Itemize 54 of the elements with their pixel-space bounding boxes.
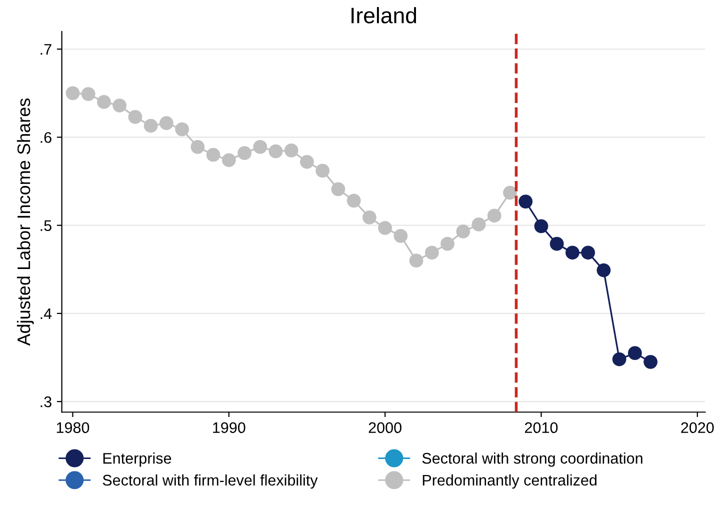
point: [581, 246, 596, 260]
point: [628, 346, 642, 360]
point: [222, 153, 236, 168]
point: [300, 154, 314, 169]
point: [424, 246, 439, 260]
point: [238, 146, 252, 160]
point: [253, 140, 268, 154]
point: [456, 224, 470, 238]
x-tick-label: 1990: [213, 422, 246, 434]
chart-title: Ireland: [352, 7, 416, 24]
point: [81, 87, 96, 101]
y-tick-label: .7: [40, 44, 52, 55]
y-tick-label: .6: [40, 132, 52, 143]
point: [362, 210, 376, 224]
point: [503, 186, 517, 200]
point: [144, 118, 158, 133]
point: [596, 263, 611, 278]
point: [409, 254, 424, 268]
y-tick-label: .4: [40, 308, 52, 319]
y-axis-title: Adjusted Labor Income Shares: [16, 98, 34, 346]
x-tick-label: 2010: [524, 422, 558, 434]
y-tick-label: .3: [40, 396, 52, 408]
point: [566, 246, 580, 260]
x-tick-label: 1980: [56, 422, 90, 434]
point: [128, 110, 142, 124]
legend-label: Enterprise: [103, 452, 172, 467]
point: [550, 236, 564, 251]
point: [206, 148, 220, 162]
point: [394, 228, 408, 243]
point: [534, 219, 548, 234]
point: [472, 218, 486, 232]
point: [268, 144, 283, 158]
x-tick-label: 2000: [368, 422, 402, 434]
legend-label: Sectoral with firm-level flexibility: [102, 474, 318, 489]
legend-label: Predominantly centralized: [422, 474, 596, 489]
point: [644, 354, 658, 369]
point: [159, 116, 174, 130]
x-tick-label: 2020: [681, 422, 714, 434]
point: [440, 236, 454, 251]
point: [97, 95, 111, 109]
legend-label: Sectoral with strong coordination: [422, 452, 642, 467]
point: [378, 221, 392, 235]
point: [612, 352, 626, 366]
point: [331, 182, 346, 196]
point: [316, 164, 330, 178]
point: [190, 140, 205, 154]
point: [284, 144, 298, 158]
point: [346, 194, 361, 208]
point: [487, 208, 502, 223]
point: [112, 98, 127, 112]
point: [175, 122, 189, 136]
point: [66, 86, 80, 100]
y-tick-label: .5: [40, 220, 52, 232]
point: [518, 194, 533, 208]
